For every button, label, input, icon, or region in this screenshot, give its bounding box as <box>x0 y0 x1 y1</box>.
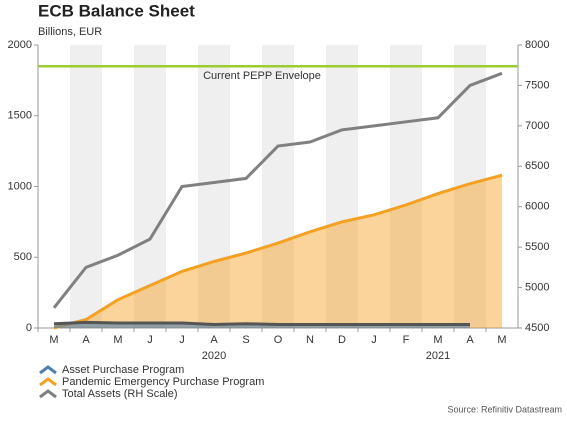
month-band <box>326 45 358 328</box>
x-tick-label: D <box>338 334 346 346</box>
month-band <box>198 45 230 328</box>
y2-tick-label: 4500 <box>525 322 549 334</box>
line <box>52 71 503 309</box>
x-tick-label: A <box>466 334 474 346</box>
chart-title: ECB Balance Sheet <box>38 1 195 20</box>
legend-label: Total Assets (RH Scale) <box>62 388 178 400</box>
x-tick-label: S <box>242 334 249 346</box>
x-tick-label: M <box>113 334 122 346</box>
x-tick-label: M <box>433 334 442 346</box>
legend-swatch <box>39 389 57 399</box>
y2-tick-label: 5000 <box>525 281 549 293</box>
reference-label: Current PEPP Envelope <box>203 70 321 82</box>
y-tick-label: 1500 <box>8 110 32 122</box>
chart-subtitle: Billions, EUR <box>38 26 102 38</box>
year-label: 2021 <box>426 350 450 362</box>
x-tick-label: O <box>274 334 283 346</box>
y2-tick-label: 5500 <box>525 241 549 253</box>
area <box>54 175 502 328</box>
x-tick-label: A <box>210 334 218 346</box>
area-edge <box>53 320 470 326</box>
y2-tick-label: 7500 <box>525 79 549 91</box>
x-tick-label: J <box>371 334 377 346</box>
month-band <box>390 45 422 328</box>
x-tick-label: M <box>497 334 506 346</box>
year-label: 2020 <box>202 350 226 362</box>
y2-tick-label: 6000 <box>525 201 549 213</box>
y-tick-label: 500 <box>14 251 32 263</box>
legend-label: Pandemic Emergency Purchase Program <box>62 376 264 388</box>
legend-swatch <box>39 365 57 375</box>
x-tick-label: J <box>179 334 185 346</box>
source: Source: Refinitiv Datastream <box>447 404 562 414</box>
y2-tick-label: 8000 <box>525 39 549 51</box>
legend-label: Asset Purchase Program <box>62 364 184 376</box>
x-tick-label: J <box>147 334 153 346</box>
x-tick-label: F <box>403 334 410 346</box>
legend-swatch <box>39 377 57 387</box>
area-edge <box>53 173 503 330</box>
y-tick-label: 2000 <box>8 39 32 51</box>
y-tick-label: 0 <box>26 322 32 334</box>
x-tick-label: M <box>49 334 58 346</box>
y2-tick-label: 7000 <box>525 120 549 132</box>
y-tick-label: 1000 <box>8 180 32 192</box>
y2-tick-label: 6500 <box>525 160 549 172</box>
x-tick-label: A <box>82 334 90 346</box>
x-tick-label: N <box>306 334 314 346</box>
month-band <box>262 45 294 328</box>
month-band <box>70 45 102 328</box>
